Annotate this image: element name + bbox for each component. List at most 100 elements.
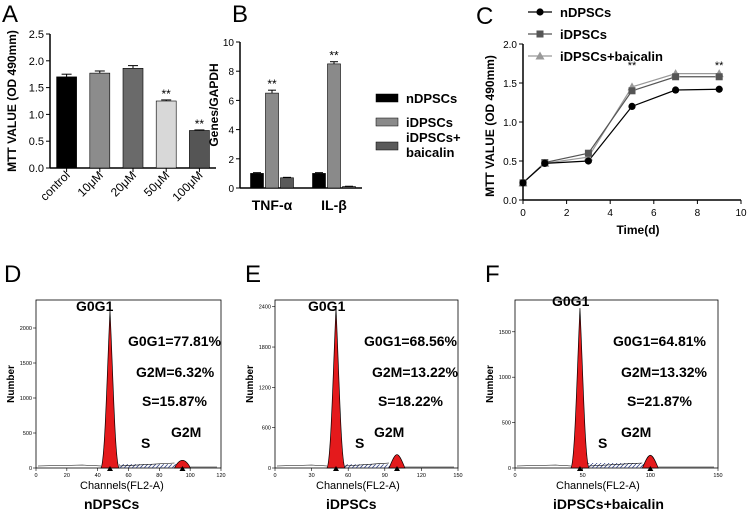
sample-label: nDPSCs <box>84 496 139 512</box>
x-tick-label: 50 <box>580 473 586 479</box>
s-percentage: S=18.22% <box>378 393 444 409</box>
flow-d: 0 500 1000 1500 2000 0 20 40 60 80 100 120 G0G1 G0G1=… <box>6 298 226 512</box>
significance-mark: ** <box>329 49 339 63</box>
y-tick-label: 1000 <box>20 396 32 402</box>
y-tick-label: 0.5 <box>29 136 44 148</box>
s-phase-region <box>119 464 177 468</box>
g2m-peak <box>641 454 659 469</box>
y-axis-label: MTT VALUE (OD 490mm) <box>5 30 19 172</box>
significance-mark: ** <box>715 60 724 72</box>
histogram-trace <box>37 462 217 468</box>
y-axis-label: Genes/GAPDH <box>207 63 221 146</box>
g2m-percentage: G2M=6.32% <box>136 364 215 380</box>
x-tick-label: 80 <box>156 473 162 479</box>
x-tick-label: 150 <box>713 473 722 479</box>
legend-swatch <box>375 117 399 127</box>
bar <box>56 76 77 169</box>
x-tick-label: 0 <box>513 473 516 479</box>
y-tick-label: 2.5 <box>29 29 44 41</box>
x-tick-label: 100μM <box>170 168 206 204</box>
y-tick-label: 0.0 <box>503 196 517 207</box>
s-phase-label: S <box>355 435 364 451</box>
y-tick-label: 4 <box>228 126 234 137</box>
g0g1-percentage: G0G1=64.81% <box>613 333 707 349</box>
g2m-peak <box>388 454 406 469</box>
bar <box>89 72 111 169</box>
y-tick-label: 8 <box>228 67 234 78</box>
y-tick-label: 10 <box>223 38 235 49</box>
y-tick-label: 6 <box>228 96 234 107</box>
y-tick-label: 0 <box>29 466 32 472</box>
data-point <box>536 8 544 16</box>
legend-label: iDPSCs+baicalin <box>560 49 663 64</box>
g2m-percentage: G2M=13.22% <box>372 364 459 380</box>
peak-label: G0G1 <box>552 293 590 309</box>
bar <box>312 173 326 189</box>
legend-swatch <box>375 93 399 103</box>
y-axis-label: Number <box>485 365 496 403</box>
series-line <box>522 88 720 184</box>
data-point <box>584 149 592 157</box>
peak-marker <box>647 466 654 471</box>
x-tick-label: 60 <box>125 473 131 479</box>
s-phase-region <box>588 463 645 468</box>
series-line <box>522 76 720 184</box>
x-tick-label: 100 <box>186 473 195 479</box>
y-tick-label: 1000 <box>499 375 511 381</box>
plot-frame <box>274 299 459 469</box>
data-point <box>672 73 680 81</box>
legend-label: iDPSCs <box>560 27 607 42</box>
data-point <box>715 85 723 93</box>
peak-marker <box>107 466 113 471</box>
legend-label: nDPSCs <box>406 91 457 106</box>
data-point <box>535 51 545 60</box>
y-tick-label: 1.0 <box>29 109 44 121</box>
x-tick-label: 0 <box>273 473 276 479</box>
panel-letter-d: D <box>4 261 21 288</box>
x-tick-label: 100 <box>646 473 655 479</box>
sample-label: iDPSCs+baicalin <box>553 496 664 512</box>
s-phase-label: S <box>598 435 607 451</box>
chart-b: 0 2 4 6 8 10 ** TNF-α ** IL-β Genes/GAPDH nDPSCs iDP… <box>207 38 461 213</box>
s-phase-region <box>343 464 393 468</box>
g0g1-percentage: G0G1=77.81% <box>128 333 222 349</box>
significance-mark: ** <box>267 77 277 91</box>
sample-label: iDPSCs <box>326 496 377 512</box>
plot-frame <box>514 299 719 469</box>
x-tick-label: 30 <box>309 473 315 479</box>
y-tick-label: 2.0 <box>503 40 517 51</box>
data-point <box>715 73 723 81</box>
y-tick-label: 1200 <box>259 385 271 391</box>
data-point <box>628 102 636 110</box>
y-tick-label: 2 <box>228 155 234 166</box>
peak-marker <box>179 466 186 471</box>
g2m-percentage: G2M=13.32% <box>621 364 708 380</box>
y-tick-label: 600 <box>262 426 271 432</box>
y-tick-label: 1.5 <box>503 79 517 90</box>
y-tick-label: 1800 <box>259 345 271 351</box>
data-point <box>519 179 527 187</box>
peak-marker <box>394 466 400 471</box>
bar <box>155 100 177 169</box>
y-tick-label: 1500 <box>499 330 511 336</box>
x-tick-label: 2 <box>564 208 570 219</box>
panel-letter-b: B <box>232 1 248 28</box>
g0g1-peak <box>326 308 346 469</box>
plot-frame <box>35 299 222 469</box>
data-point <box>536 30 544 38</box>
x-tick-label: IL-β <box>321 197 347 213</box>
significance-mark: ** <box>162 87 172 101</box>
legend-label: iDPSCs+ <box>406 130 461 145</box>
x-axis-label: Time(d) <box>616 223 659 237</box>
y-tick-label: 0 <box>508 466 511 472</box>
histogram-trace <box>276 462 454 468</box>
y-tick-label: 0.5 <box>503 157 517 168</box>
x-tick-label: 0 <box>520 208 526 219</box>
g2m-peak <box>173 459 192 469</box>
peak-label: G0G1 <box>308 298 346 314</box>
data-point <box>672 86 680 94</box>
legend-label: nDPSCs <box>560 5 611 20</box>
g0g1-peak <box>570 308 590 469</box>
